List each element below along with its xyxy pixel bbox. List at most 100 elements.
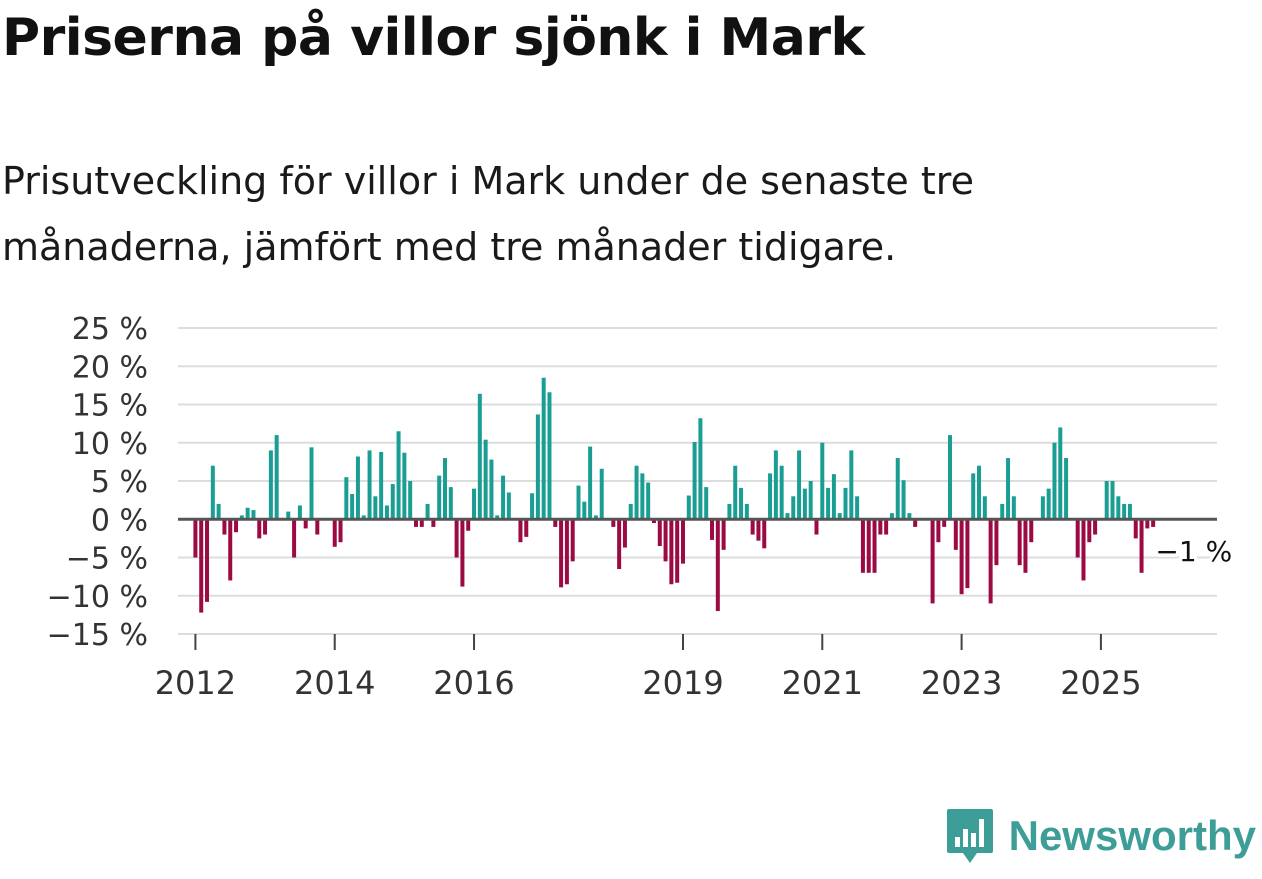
y-axis-ticks: −15 %−10 %−5 % 0 %5 %10 %15 % 20 %25 % — [47, 312, 148, 653]
bar — [1040, 496, 1045, 520]
bar — [680, 519, 685, 564]
bar — [530, 493, 535, 520]
bar — [506, 492, 511, 520]
bar — [524, 519, 529, 537]
bar — [228, 519, 233, 581]
subtitle-line-1: Prisutveckling för villor i Mark under d… — [2, 159, 974, 203]
bar — [692, 441, 697, 520]
bar — [1110, 481, 1115, 520]
bar — [495, 515, 500, 520]
bar — [1046, 488, 1051, 520]
x-axis-ticks: 2012 2014 2016 2019 2021 2023 2025 — [155, 634, 1142, 702]
bar — [756, 519, 761, 541]
bar — [901, 480, 906, 520]
bar — [344, 477, 349, 520]
bar — [988, 519, 993, 604]
bar — [1087, 519, 1092, 543]
bar — [669, 519, 674, 585]
bar — [704, 487, 709, 520]
bar — [744, 503, 749, 520]
bar — [454, 519, 459, 558]
bar — [489, 459, 494, 520]
bar — [419, 519, 424, 527]
bar — [588, 446, 593, 520]
bar — [448, 487, 453, 520]
bar — [791, 496, 796, 520]
annotation-layer: −1 % — [1152, 531, 1236, 571]
bar — [617, 519, 622, 569]
bar — [866, 519, 871, 573]
bar — [646, 482, 651, 520]
bar — [251, 510, 256, 520]
bar — [292, 519, 297, 558]
bar — [413, 519, 418, 527]
bar — [628, 503, 633, 520]
bar — [193, 519, 198, 558]
bar — [205, 519, 210, 602]
bar — [727, 503, 732, 520]
bar — [216, 503, 221, 520]
bar — [547, 392, 552, 520]
bar — [994, 519, 999, 566]
bar — [355, 456, 360, 520]
bar — [808, 481, 813, 520]
bar — [1006, 458, 1011, 520]
bar — [936, 519, 941, 543]
bar — [715, 519, 720, 612]
bar — [959, 519, 964, 595]
bar — [350, 494, 355, 520]
bar — [437, 475, 442, 520]
bar — [860, 519, 865, 573]
bar — [1081, 519, 1086, 581]
bar — [762, 519, 767, 549]
bar — [518, 519, 523, 543]
x-tick-label: 2023 — [921, 664, 1002, 702]
bar — [657, 519, 662, 547]
bar — [768, 473, 773, 520]
bar — [814, 519, 819, 535]
bar — [1116, 496, 1121, 520]
bar — [396, 431, 401, 520]
bar — [222, 519, 227, 535]
bar — [1064, 458, 1069, 520]
bar — [721, 519, 726, 550]
bar — [570, 519, 575, 562]
bar — [1058, 427, 1063, 520]
bar — [501, 475, 506, 520]
bar — [1139, 519, 1144, 573]
bar — [541, 377, 546, 520]
bar — [1052, 442, 1057, 520]
bar — [1017, 519, 1022, 566]
x-tick-label: 2019 — [642, 664, 723, 702]
bars — [193, 377, 1156, 613]
bar — [477, 393, 482, 520]
y-tick-label: −15 % — [47, 618, 148, 653]
bar — [1127, 503, 1132, 520]
bar — [576, 485, 581, 520]
chart-subtitle: Prisutveckling för villor i Mark under d… — [2, 148, 1202, 280]
bar — [651, 519, 656, 524]
bar — [564, 519, 569, 585]
bar — [849, 450, 854, 520]
y-tick-label: 10 % — [72, 427, 148, 462]
bar — [443, 458, 447, 520]
bar — [309, 447, 314, 520]
x-tick-label: 2021 — [782, 664, 863, 702]
bar — [611, 519, 616, 527]
bar — [884, 519, 889, 535]
bar — [582, 501, 587, 520]
bar — [535, 414, 540, 520]
bar — [907, 513, 912, 520]
bar — [257, 519, 262, 539]
bar — [472, 488, 477, 520]
bar — [460, 519, 465, 587]
bar — [384, 505, 389, 520]
bar — [199, 519, 204, 613]
bar — [338, 519, 343, 543]
bar — [622, 519, 627, 548]
bar — [1151, 519, 1156, 527]
bar — [1104, 481, 1109, 520]
bar — [408, 481, 413, 520]
subtitle-line-2: månaderna, jämfört med tre månader tidig… — [2, 225, 897, 269]
bar — [559, 519, 564, 588]
